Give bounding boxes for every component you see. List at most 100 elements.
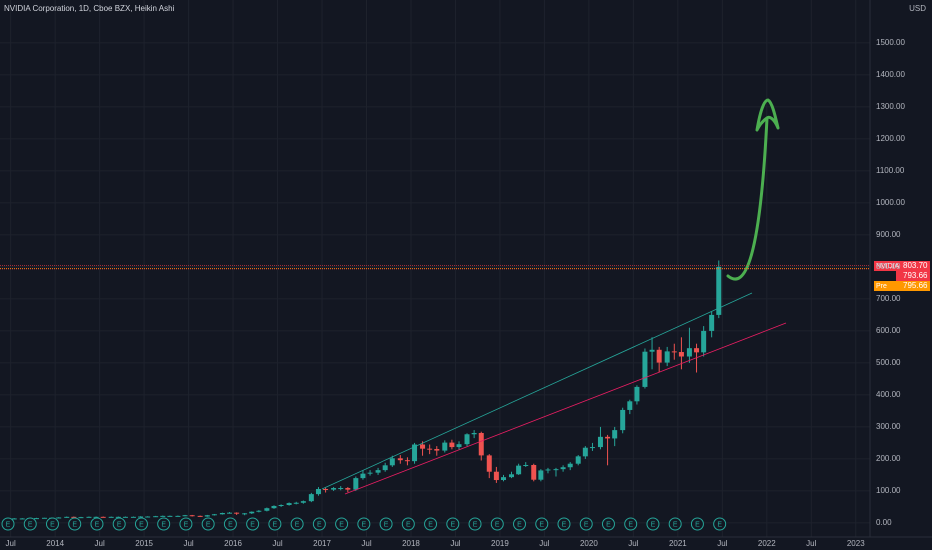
candle-body [56,517,62,519]
candle-body [108,516,114,518]
earnings-marker [401,517,415,531]
earnings-marker [201,517,215,531]
candle-body [78,517,84,519]
currency-label: USD [909,4,926,13]
candle-body [664,351,670,363]
earnings-marker [424,517,438,531]
earnings-label: E [428,521,433,528]
candle-body [671,351,677,353]
candle-body [649,349,655,352]
x-tick-label: Jul [6,539,16,548]
x-tick-label: Jul [539,539,549,548]
earnings-marker [579,517,593,531]
earnings-marker [179,517,193,531]
candle-body [11,518,17,520]
candle-body [582,447,588,457]
candle-body [612,430,618,439]
candle-body [449,442,455,448]
y-tick-label: 800.00 [876,262,901,271]
candle-body [442,442,448,451]
earnings-marker [268,517,282,531]
earnings-marker [490,517,504,531]
candle-body [345,488,351,490]
candle-body [145,516,151,518]
earnings-label: E [273,521,278,528]
price-tag-value: 795.66 [903,281,928,290]
earnings-label: E [317,521,322,528]
candle-body [227,512,233,514]
earnings-marker [335,517,349,531]
candle-body [709,314,715,331]
price-tag-name: Pre [876,283,887,290]
candle-body [271,505,277,509]
x-tick-label: 2014 [46,539,64,548]
arrow-head [755,98,780,132]
earnings-marker [446,517,460,531]
earnings-label: E [473,521,478,528]
candle-body [427,448,433,450]
earnings-label: E [562,521,567,528]
candle-body [323,488,329,490]
y-tick-label: 700.00 [876,294,901,303]
y-tick-label: 1400.00 [876,70,905,79]
candle-body [130,516,136,518]
earnings-label: E [161,521,166,528]
candle-body [182,515,188,517]
x-tick-label: 2017 [313,539,331,548]
earnings-label: E [695,521,700,528]
candle-body [464,434,470,445]
candle-body [382,465,388,471]
earnings-label: E [539,521,544,528]
candle-body [375,470,381,473]
candle-body [300,501,306,503]
candle-body [486,455,492,472]
candle-body [33,518,39,520]
x-tick-label: 2015 [135,539,153,548]
candle-body [545,469,551,471]
candle-body [286,503,292,505]
candle-body [249,511,255,514]
upper-trend-line [321,292,753,490]
candle-body [656,349,662,363]
earnings-label: E [717,521,722,528]
candle-body [397,458,403,461]
earnings-marker [468,517,482,531]
y-tick-label: 1100.00 [876,166,905,175]
x-tick-label: 2022 [758,539,776,548]
x-tick-label: Jul [272,539,282,548]
x-tick-label: Jul [717,539,727,548]
earnings-marker [668,517,682,531]
y-tick-label: 1500.00 [876,38,905,47]
earnings-label: E [673,521,678,528]
x-tick-label: Jul [628,539,638,548]
earnings-marker [112,517,126,531]
candle-body [353,478,359,490]
candle-body [560,467,566,470]
candle-body [694,348,700,353]
candle-body [211,514,217,516]
price-tag-name-box [874,281,896,291]
price-tag-box [896,261,930,271]
earnings-label: E [206,521,211,528]
price-tag-box [896,281,930,291]
candle-body [189,515,195,517]
candle-body [331,488,337,490]
earnings-marker [246,517,260,531]
earnings-label: E [384,521,389,528]
candle-body [434,448,440,451]
earnings-label: E [139,521,144,528]
earnings-label: E [295,521,300,528]
candle-body [19,518,25,520]
candle-body [597,436,603,448]
candle-body [100,516,106,518]
candle-body [360,473,366,479]
candle-body [41,517,47,519]
x-tick-label: Jul [361,539,371,548]
candle-body [567,463,573,468]
y-tick-label: 300.00 [876,422,901,431]
price-tag-box [896,271,930,281]
candle-body [367,472,373,474]
earnings-marker [312,517,326,531]
